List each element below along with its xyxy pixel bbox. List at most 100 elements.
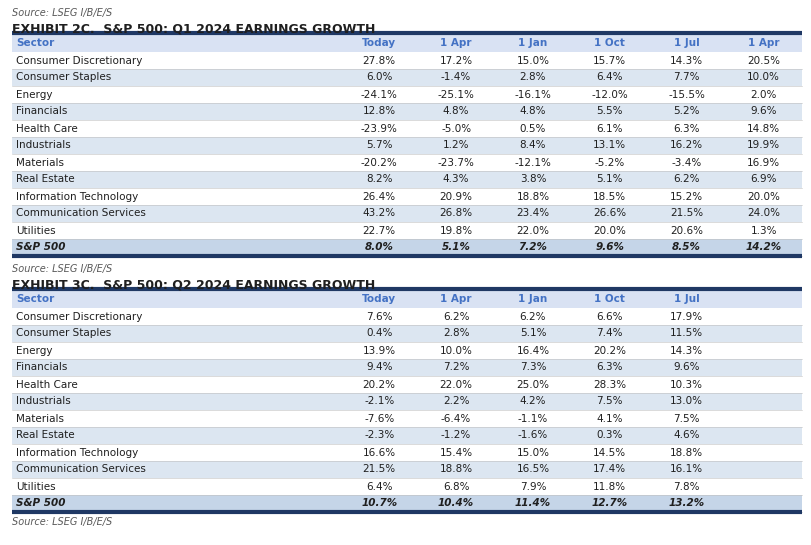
Text: 15.0%: 15.0% — [516, 56, 549, 65]
Text: 22.7%: 22.7% — [363, 226, 395, 235]
Text: Energy: Energy — [16, 346, 53, 355]
Text: 6.1%: 6.1% — [596, 124, 622, 134]
Text: S&P 500: S&P 500 — [16, 243, 66, 252]
Text: Financials: Financials — [16, 106, 67, 117]
Text: 4.3%: 4.3% — [442, 174, 469, 185]
Text: 8.5%: 8.5% — [672, 243, 700, 252]
Text: 0.3%: 0.3% — [596, 431, 622, 440]
Text: 14.3%: 14.3% — [669, 346, 702, 355]
Text: 17.2%: 17.2% — [439, 56, 472, 65]
Text: 15.2%: 15.2% — [669, 191, 702, 202]
Text: Materials: Materials — [16, 414, 64, 423]
Text: -1.4%: -1.4% — [440, 72, 470, 82]
Text: Industrials: Industrials — [16, 397, 71, 407]
Text: 8.0%: 8.0% — [364, 243, 393, 252]
Text: 16.4%: 16.4% — [516, 346, 549, 355]
Text: 6.8%: 6.8% — [442, 481, 469, 492]
Text: 10.4%: 10.4% — [437, 499, 474, 508]
Text: Source: LSEG I/B/E/S: Source: LSEG I/B/E/S — [12, 8, 112, 18]
Text: Source: LSEG I/B/E/S: Source: LSEG I/B/E/S — [12, 517, 112, 527]
Text: 6.6%: 6.6% — [596, 312, 622, 322]
Text: 2.0%: 2.0% — [749, 89, 776, 100]
Text: 22.0%: 22.0% — [516, 226, 549, 235]
Text: -2.3%: -2.3% — [363, 431, 394, 440]
Text: 43.2%: 43.2% — [363, 209, 395, 219]
Text: 18.5%: 18.5% — [593, 191, 625, 202]
Text: Consumer Staples: Consumer Staples — [16, 72, 111, 82]
Text: 7.4%: 7.4% — [596, 329, 622, 338]
Text: 11.8%: 11.8% — [593, 481, 625, 492]
Text: Consumer Discretionary: Consumer Discretionary — [16, 56, 142, 65]
Text: 7.5%: 7.5% — [596, 397, 622, 407]
Bar — [12, 444, 801, 461]
Text: 1 Jul: 1 Jul — [673, 39, 699, 49]
Text: 6.3%: 6.3% — [596, 362, 622, 372]
Text: -5.0%: -5.0% — [440, 124, 470, 134]
Text: Real Estate: Real Estate — [16, 431, 75, 440]
Bar — [12, 171, 801, 188]
Text: 10.3%: 10.3% — [669, 379, 702, 390]
Text: -12.0%: -12.0% — [590, 89, 628, 100]
Text: 7.6%: 7.6% — [366, 312, 392, 322]
Text: 11.4%: 11.4% — [514, 499, 551, 508]
Bar — [12, 35, 801, 52]
Text: 5.7%: 5.7% — [366, 141, 392, 150]
Text: Materials: Materials — [16, 158, 64, 167]
Text: 17.9%: 17.9% — [669, 312, 702, 322]
Text: 2.8%: 2.8% — [519, 72, 546, 82]
Text: -2.1%: -2.1% — [363, 397, 394, 407]
Text: 20.2%: 20.2% — [593, 346, 625, 355]
Text: Utilities: Utilities — [16, 226, 56, 235]
Text: -1.2%: -1.2% — [440, 431, 470, 440]
Text: 4.6%: 4.6% — [672, 431, 699, 440]
Text: 5.2%: 5.2% — [672, 106, 699, 117]
Text: 20.0%: 20.0% — [746, 191, 779, 202]
Text: 26.6%: 26.6% — [593, 209, 625, 219]
Text: 4.8%: 4.8% — [442, 106, 469, 117]
Text: Communication Services: Communication Services — [16, 209, 146, 219]
Text: 1 Oct: 1 Oct — [594, 39, 624, 49]
Text: 15.4%: 15.4% — [439, 447, 472, 457]
Text: 9.4%: 9.4% — [366, 362, 392, 372]
Text: 6.2%: 6.2% — [442, 312, 469, 322]
Bar — [12, 120, 801, 137]
Text: 4.2%: 4.2% — [519, 397, 546, 407]
Text: 15.0%: 15.0% — [516, 447, 549, 457]
Text: 7.8%: 7.8% — [672, 481, 699, 492]
Text: Industrials: Industrials — [16, 141, 71, 150]
Text: -3.4%: -3.4% — [671, 158, 701, 167]
Text: -7.6%: -7.6% — [363, 414, 394, 423]
Text: Today: Today — [362, 39, 396, 49]
Text: -23.7%: -23.7% — [437, 158, 474, 167]
Bar — [12, 325, 801, 342]
Text: -16.1%: -16.1% — [514, 89, 551, 100]
Text: 22.0%: 22.0% — [439, 379, 472, 390]
Text: 7.3%: 7.3% — [519, 362, 546, 372]
Text: 9.6%: 9.6% — [672, 362, 699, 372]
Text: 15.7%: 15.7% — [593, 56, 625, 65]
Text: 3.8%: 3.8% — [519, 174, 546, 185]
Text: -1.1%: -1.1% — [517, 414, 547, 423]
Text: 18.8%: 18.8% — [439, 464, 472, 475]
Text: 13.1%: 13.1% — [593, 141, 625, 150]
Text: Information Technology: Information Technology — [16, 191, 138, 202]
Text: 16.5%: 16.5% — [516, 464, 549, 475]
Text: 1.2%: 1.2% — [442, 141, 469, 150]
Text: 13.0%: 13.0% — [669, 397, 702, 407]
Bar — [12, 222, 801, 239]
Text: -24.1%: -24.1% — [360, 89, 397, 100]
Text: 5.1%: 5.1% — [519, 329, 546, 338]
Bar — [12, 239, 801, 256]
Text: 6.2%: 6.2% — [519, 312, 546, 322]
Text: Health Care: Health Care — [16, 379, 78, 390]
Bar — [12, 137, 801, 154]
Text: 8.4%: 8.4% — [519, 141, 546, 150]
Bar — [12, 359, 801, 376]
Text: 10.7%: 10.7% — [361, 499, 397, 508]
Text: 7.9%: 7.9% — [519, 481, 546, 492]
Text: -6.4%: -6.4% — [440, 414, 470, 423]
Text: 5.1%: 5.1% — [441, 243, 470, 252]
Text: -23.9%: -23.9% — [360, 124, 397, 134]
Text: 10.0%: 10.0% — [439, 346, 472, 355]
Bar — [12, 427, 801, 444]
